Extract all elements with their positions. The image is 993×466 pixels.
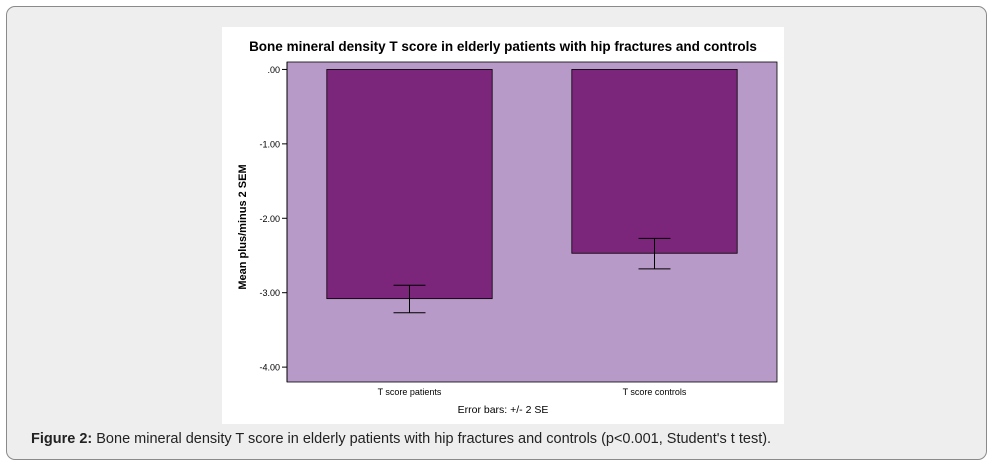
y-tick-label: -4.00 bbox=[259, 363, 280, 373]
figure-caption: Figure 2: Bone mineral density T score i… bbox=[31, 431, 771, 447]
y-tick-label: .00 bbox=[267, 65, 280, 75]
figure-frame: Bone mineral density T score in elderly … bbox=[6, 6, 987, 460]
x-axis: T score patients T score controls bbox=[378, 387, 687, 397]
x-tick-label: T score controls bbox=[623, 387, 687, 397]
error-bars-note: Error bars: +/- 2 SE bbox=[458, 404, 549, 416]
chart-title: Bone mineral density T score in elderly … bbox=[249, 39, 757, 54]
bars-layer bbox=[326, 69, 738, 300]
y-axis-label: Mean plus/minus 2 SEM bbox=[237, 164, 249, 289]
bar-chart: Bone mineral density T score in elderly … bbox=[237, 39, 778, 416]
y-tick-label: -1.00 bbox=[259, 139, 280, 149]
error-bars-layer bbox=[393, 237, 671, 314]
bar bbox=[571, 69, 738, 254]
figure-caption-label: Figure 2: bbox=[31, 431, 93, 447]
chart-panel: Bone mineral density T score in elderly … bbox=[222, 27, 784, 424]
y-axis: .00 -1.00 -2.00 -3.00 -4.00 bbox=[259, 65, 287, 373]
y-tick-label: -3.00 bbox=[259, 288, 280, 298]
bar bbox=[326, 69, 493, 300]
x-tick-label: T score patients bbox=[378, 387, 442, 397]
y-tick-label: -2.00 bbox=[259, 214, 280, 224]
figure-caption-text: Bone mineral density T score in elderly … bbox=[92, 431, 772, 447]
